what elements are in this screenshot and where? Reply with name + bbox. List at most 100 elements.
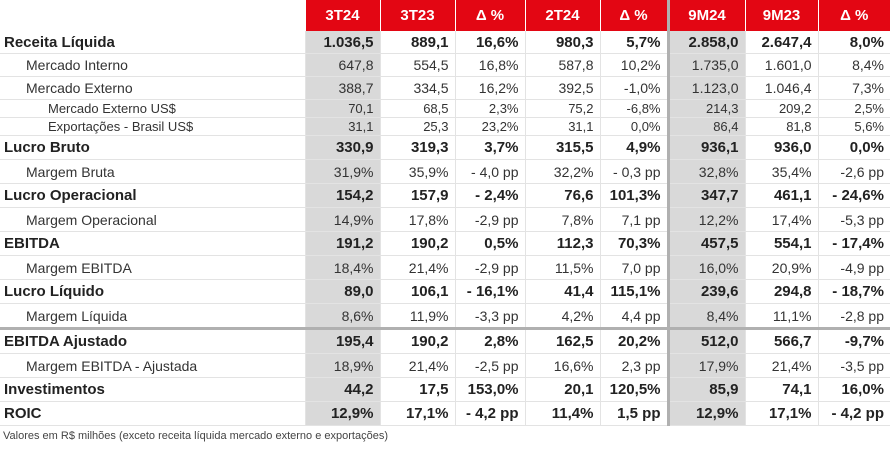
cell: -3,3 pp — [454, 303, 525, 329]
cell: 31,1 — [524, 117, 600, 136]
column-header: Δ % — [817, 0, 890, 31]
cell: -2,9 pp — [454, 255, 525, 280]
cell: 74,1 — [744, 377, 818, 402]
cell: 11,1% — [744, 303, 818, 329]
cell: 20,2% — [599, 327, 668, 354]
cell: 512,0 — [666, 327, 745, 354]
column-header: Δ % — [599, 0, 668, 31]
row-label: Lucro Líquido — [0, 279, 305, 304]
cell: 14,9% — [304, 207, 380, 232]
cell: 457,5 — [666, 231, 745, 256]
cell: 18,4% — [304, 255, 380, 280]
cell: 191,2 — [304, 231, 380, 256]
cell: 17,1% — [744, 401, 818, 426]
cell: 1.036,5 — [304, 31, 380, 54]
cell: 76,6 — [524, 183, 600, 208]
cell: 5,6% — [817, 117, 890, 136]
header-blank — [0, 0, 305, 31]
table-row: Investimentos 44,2 17,5 153,0% 20,1 120,5% 85,… — [0, 377, 890, 402]
cell: 554,1 — [744, 231, 818, 256]
cell: -2,8 pp — [817, 303, 890, 329]
cell: -2,9 pp — [454, 207, 525, 232]
cell: 16,8% — [454, 53, 525, 77]
column-header: 2T24 — [524, 0, 600, 31]
table-row: Exportações - Brasil US$ 31,1 25,3 23,2% 31,… — [0, 117, 890, 136]
cell: 190,2 — [379, 231, 455, 256]
column-header: 3T24 — [304, 0, 380, 31]
cell: 70,1 — [304, 99, 380, 118]
cell: 10,2% — [599, 53, 668, 77]
row-label: Mercado Externo US$ — [0, 99, 305, 118]
row-label: Margem Operacional — [0, 207, 305, 232]
cell: 4,9% — [599, 135, 668, 160]
cell: -2,6 pp — [817, 159, 890, 184]
cell: 1,5 pp — [599, 401, 668, 426]
cell: 7,0 pp — [599, 255, 668, 280]
table-row: Lucro Bruto 330,9 319,3 3,7% 315,5 4,9% 936,1 9… — [0, 135, 890, 160]
cell: 7,1 pp — [599, 207, 668, 232]
cell: 566,7 — [744, 327, 818, 354]
cell: - 24,6% — [817, 183, 890, 208]
cell: 2.647,4 — [744, 31, 818, 54]
table-row: Margem EBITDA - Ajustada 18,9% 21,4% -2,5 p… — [0, 353, 890, 378]
row-label: EBITDA Ajustado — [0, 327, 305, 354]
table-row: Margem Operacional 14,9% 17,8% -2,9 pp 7,8% 7… — [0, 207, 890, 232]
cell: 315,5 — [524, 135, 600, 160]
cell: 3,7% — [454, 135, 525, 160]
cell: 11,5% — [524, 255, 600, 280]
cell: 16,2% — [454, 76, 525, 100]
cell: 20,9% — [744, 255, 818, 280]
cell: -9,7% — [817, 327, 890, 354]
table-row: Receita Líquida 1.036,5 889,1 16,6% 980,3 5,7… — [0, 31, 890, 54]
cell: 16,0% — [817, 377, 890, 402]
row-label: Margem EBITDA - Ajustada — [0, 353, 305, 378]
column-header: 3T23 — [379, 0, 455, 31]
cell: 21,4% — [744, 353, 818, 378]
cell: 334,5 — [379, 76, 455, 100]
table-row: Lucro Líquido 89,0 106,1- 16,1% 41,4 115,1% 2… — [0, 279, 890, 304]
table-row: Mercado Externo 388,7 334,5 16,2% 392,5 -1,0%… — [0, 76, 890, 100]
cell: 17,9% — [666, 353, 745, 378]
cell: - 4,2 pp — [817, 401, 890, 426]
cell: 554,5 — [379, 53, 455, 77]
cell: 17,1% — [379, 401, 455, 426]
header-row: 3T24 3T23 Δ % 2T24 Δ % 9M24 9M23 Δ % — [0, 0, 890, 31]
row-label: ROIC — [0, 401, 305, 426]
cell: 81,8 — [744, 117, 818, 136]
cell: 7,8% — [524, 207, 600, 232]
cell: 1.601,0 — [744, 53, 818, 77]
cell: 120,5% — [599, 377, 668, 402]
cell: -2,5 pp — [454, 353, 525, 378]
cell: 330,9 — [304, 135, 380, 160]
cell: -4,9 pp — [817, 255, 890, 280]
cell: 12,2% — [666, 207, 745, 232]
cell: 8,4% — [817, 53, 890, 77]
cell: 162,5 — [524, 327, 600, 354]
table-row: EBITDA 191,2 190,2 0,5% 112,3 70,3% 457,5 554,1… — [0, 231, 890, 256]
table-row: Mercado Interno 647,8 554,5 16,8% 587,8 10,2%… — [0, 53, 890, 77]
row-label: Mercado Externo — [0, 76, 305, 100]
cell: - 0,3 pp — [599, 159, 668, 184]
row-label: Exportações - Brasil US$ — [0, 117, 305, 136]
cell: 461,1 — [744, 183, 818, 208]
cell: 18,9% — [304, 353, 380, 378]
cell: 11,4% — [524, 401, 600, 426]
cell: 35,9% — [379, 159, 455, 184]
column-header: 9M23 — [744, 0, 818, 31]
cell: 936,0 — [744, 135, 818, 160]
cell: 41,4 — [524, 279, 600, 304]
cell: 2.858,0 — [666, 31, 745, 54]
cell: 17,5 — [379, 377, 455, 402]
cell: 1.735,0 — [666, 53, 745, 77]
cell: 1.046,4 — [744, 76, 818, 100]
row-label: Lucro Bruto — [0, 135, 305, 160]
cell: 23,2% — [454, 117, 525, 136]
table-row: Lucro Operacional 154,2 157,9- 2,4% 76,6 101… — [0, 183, 890, 208]
cell: 980,3 — [524, 31, 600, 54]
row-label: Margem EBITDA — [0, 255, 305, 280]
cell: 17,8% — [379, 207, 455, 232]
table-row: Margem EBITDA 18,4% 21,4% -2,9 pp 11,5% 7,0 p… — [0, 255, 890, 280]
cell: 21,4% — [379, 353, 455, 378]
cell: 7,3% — [817, 76, 890, 100]
cell: 587,8 — [524, 53, 600, 77]
